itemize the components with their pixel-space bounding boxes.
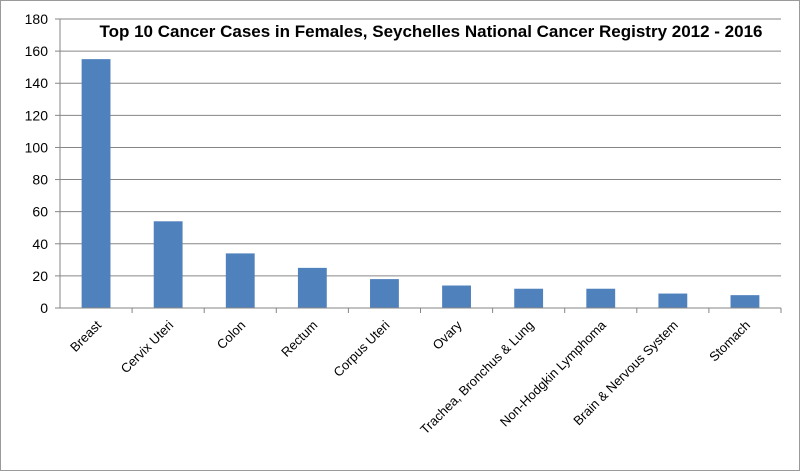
- y-tick-label: 180: [25, 11, 49, 27]
- x-category-label: Cervix Uteri: [118, 317, 177, 376]
- y-tick-label: 0: [40, 300, 48, 316]
- y-tick-label: 40: [32, 236, 48, 252]
- y-tick-label: 100: [25, 139, 49, 155]
- bar: [442, 285, 471, 308]
- bar: [297, 267, 327, 308]
- y-tick-label: 20: [32, 268, 48, 284]
- bar: [81, 59, 111, 309]
- bar: [514, 288, 544, 308]
- bar: [658, 293, 688, 308]
- chart-title: Top 10 Cancer Cases in Females, Seychell…: [99, 22, 762, 41]
- y-tick-label: 120: [25, 107, 49, 123]
- bar: [730, 295, 760, 308]
- x-category-label: Stomach: [706, 318, 753, 365]
- x-category-label: Colon: [214, 318, 249, 353]
- y-tick-label: 160: [25, 43, 49, 59]
- y-axis-ticks: 0 20 40 60 80 100 120 140 160 180: [25, 11, 60, 316]
- x-category-label: Corpus Uteri: [330, 317, 392, 379]
- bar: [225, 253, 255, 308]
- x-axis-labels: Breast Cervix Uteri Colon Rectum Corpus Uter…: [67, 308, 782, 437]
- bar: [586, 288, 616, 308]
- bar: [370, 279, 399, 308]
- x-category-label: Ovary: [430, 317, 465, 352]
- y-tick-label: 60: [32, 204, 48, 220]
- x-category-label: Rectum: [278, 318, 320, 360]
- x-category-label: Breast: [67, 317, 104, 354]
- y-tick-label: 140: [25, 75, 49, 91]
- bars: [81, 59, 760, 309]
- bar: [153, 221, 183, 308]
- y-tick-label: 80: [32, 172, 48, 188]
